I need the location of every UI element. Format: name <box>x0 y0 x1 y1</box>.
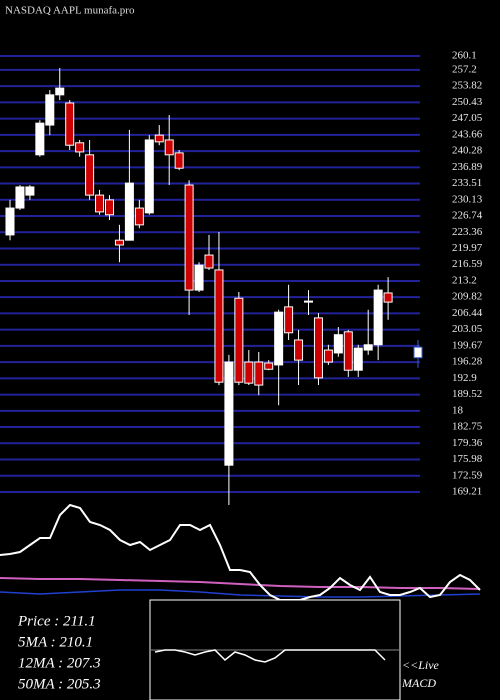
candle-body <box>184 184 194 291</box>
candle-body <box>55 87 65 96</box>
y-tick-label: 192.9 <box>452 372 477 384</box>
candle-body <box>114 239 124 246</box>
stat: 50MA : 205.3 <box>18 676 101 692</box>
candle-body <box>284 306 294 334</box>
candle-body <box>244 361 254 384</box>
stat: Price : 211.1 <box>17 613 96 629</box>
candle-body <box>35 122 45 156</box>
y-tick-label: 250.43 <box>452 96 483 108</box>
indicator-panel <box>0 503 481 601</box>
candle-body <box>174 152 184 169</box>
candle-body <box>294 339 304 361</box>
candle-body <box>313 317 323 379</box>
y-tick-label: 203.05 <box>452 323 483 335</box>
candle-body <box>15 186 25 209</box>
stat: 12MA : 207.3 <box>18 655 101 671</box>
macd-label: MACD <box>401 676 436 690</box>
indicator-line <box>0 503 481 601</box>
candle-body <box>45 94 55 126</box>
candle-body <box>353 347 363 371</box>
candle-body <box>234 297 244 383</box>
candle-body <box>323 349 333 363</box>
candle-body <box>5 207 15 236</box>
indicator-line <box>154 649 386 663</box>
candle-body <box>105 199 114 216</box>
y-tick-label: 233.51 <box>452 177 482 189</box>
y-tick-label: 230.13 <box>452 193 483 205</box>
candle-body <box>134 207 144 226</box>
y-tick-label: 18 <box>452 404 464 416</box>
candle-body <box>164 139 174 156</box>
y-tick-label: 172.59 <box>452 469 483 481</box>
candle-body <box>304 300 313 303</box>
stat: 5MA : 210.1 <box>18 634 93 650</box>
candle-body <box>144 139 154 214</box>
candle-body <box>214 269 224 383</box>
y-tick-label: 257.2 <box>452 63 477 75</box>
candle-body <box>85 154 95 196</box>
y-tick-label: 243.66 <box>452 128 483 140</box>
candle-body <box>194 264 204 291</box>
y-tick-label: 196.28 <box>452 356 483 368</box>
candle-body <box>413 346 423 359</box>
candle-body <box>373 289 383 346</box>
candle-body <box>124 182 134 241</box>
y-tick-label: 219.97 <box>452 242 483 254</box>
chart-title: NASDAQ AAPL munafa.pro <box>5 5 135 17</box>
y-tick-label: 199.67 <box>452 339 483 351</box>
candle-body <box>75 142 85 153</box>
indicator-line <box>0 577 481 590</box>
candle-body <box>363 344 373 351</box>
macd-label: <<Live <box>402 658 440 672</box>
y-tick-label: 253.82 <box>452 80 482 92</box>
y-tick-label: 260.1 <box>452 50 477 62</box>
candle-body <box>383 292 393 303</box>
candle-body <box>65 102 75 146</box>
candle-body <box>264 362 274 370</box>
candle-body <box>154 134 164 143</box>
candle-body <box>343 331 353 371</box>
candle-body <box>204 254 214 269</box>
candle-body <box>274 311 284 366</box>
y-tick-label: 206.44 <box>452 307 483 319</box>
y-tick-label: 216.59 <box>452 258 483 270</box>
y-tick-label: 247.05 <box>452 112 483 124</box>
y-tick-label: 213.2 <box>452 275 477 287</box>
y-tick-label: 223.36 <box>452 226 483 238</box>
y-tick-label: 189.52 <box>452 388 482 400</box>
macd-panel <box>154 649 386 663</box>
y-tick-label: 226.74 <box>452 210 483 222</box>
y-tick-label: 236.89 <box>452 161 483 173</box>
y-tick-label: 175.98 <box>452 453 483 465</box>
candle-body <box>333 334 343 354</box>
y-tick-label: 209.82 <box>452 291 482 303</box>
candle-body <box>25 186 35 196</box>
y-tick-label: 169.21 <box>452 486 482 498</box>
candle-body <box>95 194 105 213</box>
candle-body <box>254 361 264 386</box>
candle-body <box>224 361 234 466</box>
y-tick-label: 182.75 <box>452 421 483 433</box>
y-tick-label: 240.28 <box>452 145 483 157</box>
candles <box>5 67 423 505</box>
y-tick-label: 179.36 <box>452 437 483 449</box>
